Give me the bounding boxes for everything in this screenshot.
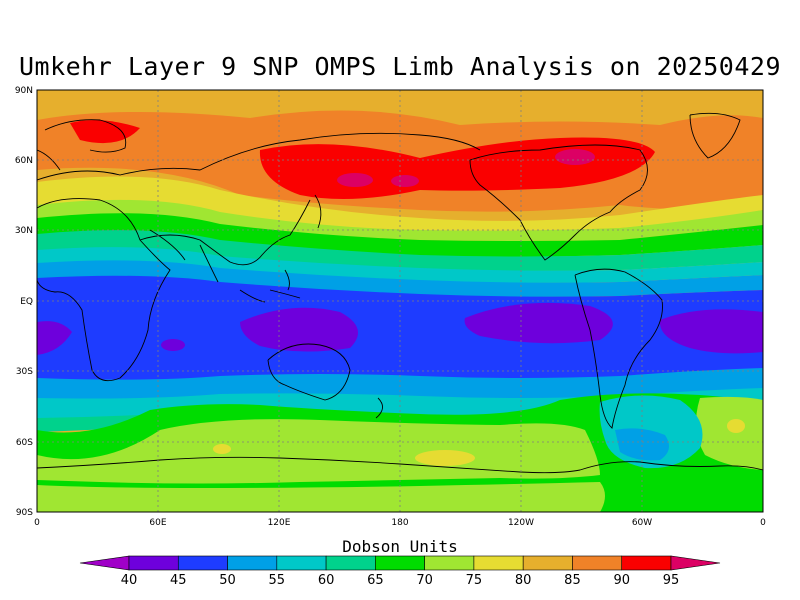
colorbar-label: 50 — [219, 573, 236, 588]
colorbar-segment — [227, 555, 278, 571]
colorbar-label: 90 — [613, 573, 630, 588]
lon-label: 180 — [391, 518, 408, 528]
colorbar: 40 45 50 55 60 65 70 75 80 85 90 95 — [79, 555, 721, 588]
lat-label: 30S — [16, 367, 33, 377]
lon-label: 60E — [149, 518, 166, 528]
lat-label: 60N — [15, 156, 33, 166]
map-title: Umkehr Layer 9 SNP OMPS Limb Analysis on… — [18, 52, 781, 81]
colorbar-segment — [325, 555, 376, 571]
colorbar-label: 85 — [564, 573, 581, 588]
map-grid — [37, 90, 763, 512]
lon-label: 120E — [268, 518, 291, 528]
colorbar-label: 70 — [416, 573, 433, 588]
colorbar-segment — [522, 555, 573, 571]
colorbar-segment — [572, 555, 623, 571]
colorbar-title: Dobson Units — [342, 537, 458, 556]
colorbar-label: 55 — [269, 573, 286, 588]
colorbar-segment — [621, 555, 672, 571]
colorbar-segment — [79, 555, 130, 571]
lat-label: 90S — [16, 508, 33, 518]
lon-label: 60W — [632, 518, 652, 528]
map-frame — [36, 89, 764, 513]
colorbar-label: 95 — [663, 573, 680, 588]
lat-label: 60S — [16, 438, 33, 448]
lon-label: 0 — [34, 518, 40, 528]
colorbar-label: 40 — [121, 573, 138, 588]
colorbar-label: 65 — [367, 573, 384, 588]
lon-label: 120W — [508, 518, 534, 528]
lat-axis: 90N 60N 30N EQ 30S 60S 90S — [15, 86, 33, 518]
colorbar-segment — [375, 555, 425, 571]
lat-label: 90N — [15, 86, 33, 96]
lat-label: 30N — [15, 226, 33, 236]
colorbar-segment — [473, 555, 524, 571]
colorbar-segment — [128, 555, 179, 571]
lon-axis: 0 60E 120E 180 120W 60W 0 — [34, 518, 766, 528]
colorbar-segment — [276, 555, 327, 571]
colorbar-segment — [177, 555, 228, 571]
colorbar-label: 45 — [170, 573, 187, 588]
colorbar-label: 80 — [515, 573, 532, 588]
colorbar-label: 60 — [318, 573, 335, 588]
lon-label: 0 — [760, 518, 766, 528]
colorbar-label: 75 — [466, 573, 483, 588]
colorbar-segment — [424, 555, 475, 571]
colorbar-segment — [670, 555, 721, 571]
coastlines — [37, 112, 763, 474]
lat-label: EQ — [20, 297, 33, 307]
